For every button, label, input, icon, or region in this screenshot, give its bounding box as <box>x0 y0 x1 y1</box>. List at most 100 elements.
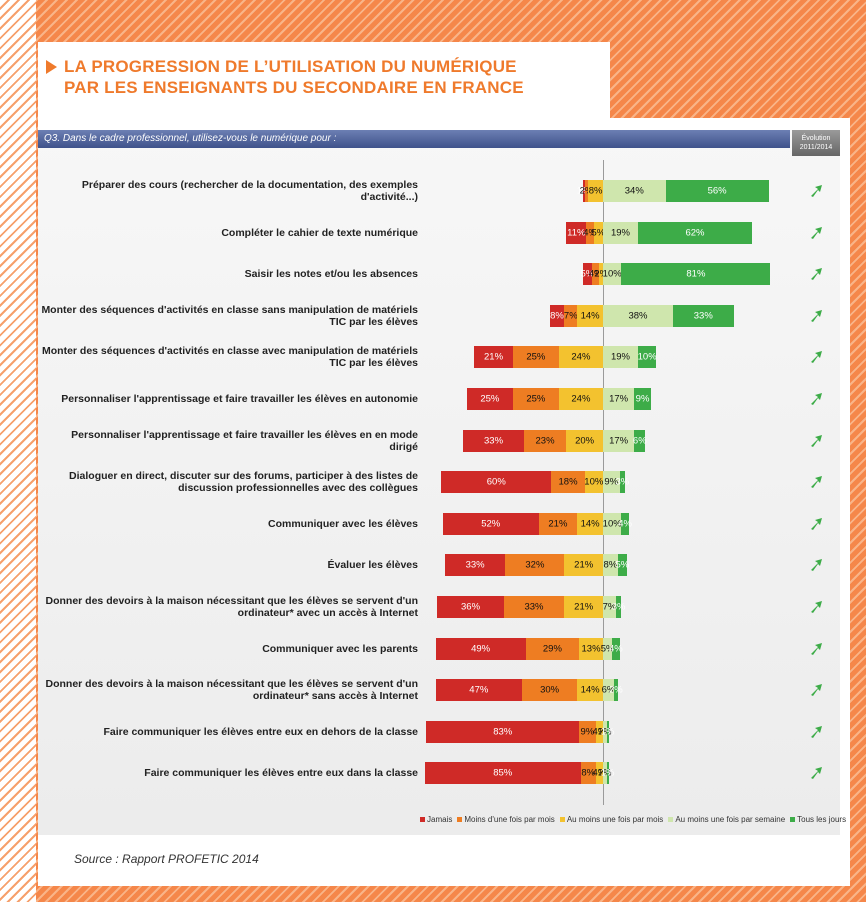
bar-segment <box>441 471 552 494</box>
bar-segment <box>672 304 734 327</box>
value-label: 25% <box>526 393 546 405</box>
bar-segment <box>614 679 618 702</box>
value-label: 23% <box>535 435 555 447</box>
bar-segment <box>522 679 578 702</box>
category-label: Évaluer les élèves <box>327 559 419 572</box>
value-label: 21% <box>484 351 504 363</box>
value-label: 32% <box>525 559 545 571</box>
title: LA PROGRESSION DE L’UTILISATION DU NUMÉR… <box>64 57 517 76</box>
bar-segment <box>637 346 657 369</box>
legend-label: Moins d'une fois par mois <box>464 815 555 824</box>
value-label: 1% <box>600 726 615 738</box>
source: Source : Rapport PROFETIC 2014 <box>74 852 259 866</box>
value-label: 60% <box>486 476 506 488</box>
legend-label: Tous les jours <box>797 815 847 824</box>
trend-arrow <box>809 725 823 739</box>
bar-segment <box>619 471 626 494</box>
category-label: Communiquer avec les parents <box>262 642 418 655</box>
bar-segment <box>586 221 594 244</box>
value-label: 2% <box>597 767 612 779</box>
value-label: 4% <box>609 643 623 655</box>
value-label: 13% <box>581 643 601 655</box>
bar-segment <box>424 762 581 785</box>
value-label: 30% <box>540 684 560 696</box>
bar-segment <box>579 720 596 743</box>
value-label: 19% <box>610 351 630 363</box>
subtitle: Q3. Dans le cadre professionnel, utilise… <box>38 130 790 148</box>
value-label: 14% <box>580 310 600 322</box>
bar-segment <box>665 180 769 202</box>
bar-segment <box>617 554 627 577</box>
bar-segment <box>603 596 616 618</box>
bar-segment <box>474 346 513 369</box>
trend-arrow <box>809 517 823 531</box>
value-label: 21% <box>574 601 594 613</box>
value-label: 4% <box>583 227 597 239</box>
bar-segment <box>551 471 585 494</box>
bar-segment <box>584 180 589 202</box>
value-label: 4% <box>592 767 607 779</box>
bar-segment <box>444 554 506 577</box>
bar-segment <box>503 596 565 618</box>
value-label: 11% <box>567 227 586 239</box>
value-label: 9% <box>635 393 650 405</box>
bar-segment <box>442 512 539 535</box>
bar-segment <box>525 637 580 660</box>
bar-segment <box>603 263 622 286</box>
value-label: 2% <box>579 185 594 197</box>
bar-segment <box>577 304 603 327</box>
legend-label: Au moins une fois par semaine <box>675 815 786 824</box>
value-label: 4% <box>588 268 603 280</box>
bar-segment <box>512 346 559 369</box>
value-label: 8% <box>581 767 596 779</box>
value-label: 10% <box>637 351 657 363</box>
legend-swatch <box>420 817 425 822</box>
legend: Jamais Moins d'une fois par mois Au moins … <box>420 815 846 824</box>
value-label: 33% <box>484 435 504 447</box>
bar-segment <box>435 637 526 660</box>
value-label: 17% <box>609 435 629 447</box>
value-label: 36% <box>461 601 481 613</box>
bar-segment <box>523 429 567 452</box>
trend-arrow <box>809 184 823 198</box>
bar-segment <box>577 679 603 702</box>
trend-arrow <box>809 558 823 572</box>
value-label: 38% <box>628 310 648 322</box>
category-label: Donner des devoirs à la maison nécessita… <box>45 678 418 703</box>
value-label: 8% <box>588 185 603 197</box>
trend-arrow <box>809 267 823 281</box>
legend-label: Jamais <box>427 815 453 824</box>
bar-segment <box>566 221 587 244</box>
bar-segment <box>603 512 622 535</box>
category-label: Donner des devoirs à la maison nécessita… <box>45 595 418 619</box>
value-label: 20% <box>575 435 595 447</box>
value-label: 14% <box>580 518 600 530</box>
category-label: Saisir les notes et/ou les absences <box>244 268 418 281</box>
value-label: 5% <box>600 643 615 655</box>
value-label: 33% <box>524 601 544 613</box>
title: PAR LES ENSEIGNANTS DU SECONDAIRE EN FRA… <box>64 78 524 97</box>
legend-swatch <box>559 817 565 822</box>
value-label: 6% <box>632 435 647 447</box>
trend-arrow <box>809 475 823 489</box>
value-label: 17% <box>609 393 629 405</box>
bar-segment <box>437 596 504 618</box>
bar-segment <box>549 304 565 327</box>
bar-segment <box>591 263 600 286</box>
bar-segment <box>564 554 603 577</box>
legend-swatch <box>668 817 674 822</box>
value-label: 2% <box>597 726 612 738</box>
evolution-header: Évolution 2011/2014 <box>792 130 840 156</box>
bar-segment <box>564 596 603 618</box>
category-label: Monter des séquences d'activités en clas… <box>41 303 418 328</box>
value-label: 5% <box>615 559 630 571</box>
category-label: Personnaliser l'apprentissage et faire t… <box>71 428 418 453</box>
bar-segment <box>564 304 578 327</box>
category-label: Compléter le cahier de texte numérique <box>221 226 418 239</box>
value-label: 19% <box>610 227 630 239</box>
value-label: 3% <box>615 476 630 488</box>
bar-segment <box>612 637 620 660</box>
legend-label: Au moins une fois par mois <box>566 815 664 824</box>
bar-segment <box>621 263 771 286</box>
bar-segment <box>603 388 635 410</box>
